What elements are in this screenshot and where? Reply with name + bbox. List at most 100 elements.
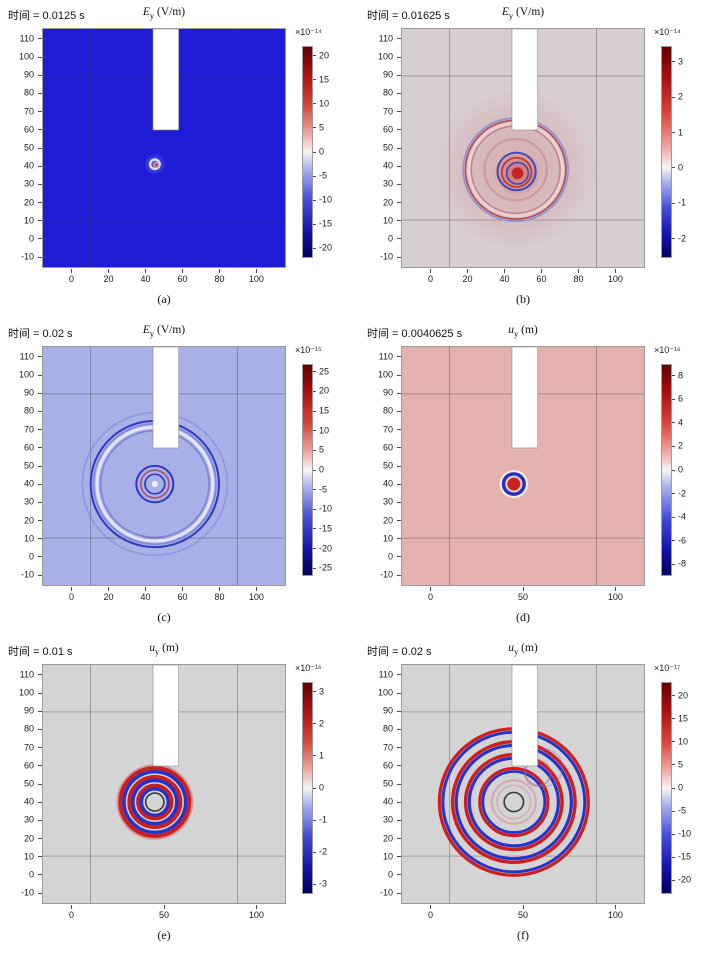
colorbar-tick-label: 3 xyxy=(678,56,684,67)
y-tick-mark xyxy=(397,483,401,485)
colorbar-tick-mark xyxy=(313,567,316,569)
x-tick-mark xyxy=(108,269,110,273)
slot-geometry xyxy=(152,347,179,449)
field-symbol: u xyxy=(149,642,155,654)
x-tick-mark xyxy=(108,587,110,591)
wave-dot xyxy=(507,477,521,491)
wave-ring xyxy=(503,791,525,813)
y-tick-mark xyxy=(38,356,42,358)
x-tick-mark xyxy=(181,587,183,591)
panel-caption: (c) xyxy=(157,610,171,624)
panel-caption: (d) xyxy=(516,610,530,624)
colorbar-tick-label: 20 xyxy=(319,385,330,396)
x-tick-label: 50 xyxy=(517,910,529,920)
y-tick-mark xyxy=(397,220,401,222)
wave-ring xyxy=(505,161,530,185)
y-tick-mark xyxy=(38,783,42,785)
colorbar-tick-label: 20 xyxy=(319,50,330,61)
x-tick-mark xyxy=(522,587,524,591)
colorbar-tick-label: 15 xyxy=(678,713,689,724)
x-tick-label: 60 xyxy=(536,274,547,284)
time-label: 时间 = 0.02 s xyxy=(367,646,432,658)
y-tick-mark xyxy=(397,238,401,240)
colorbar-tick-mark xyxy=(672,61,675,63)
y-tick-label: 0 xyxy=(28,233,34,244)
colorbar-tick-label: 0 xyxy=(319,782,325,793)
y-tick-mark xyxy=(397,256,401,258)
y-tick-label: 40 xyxy=(382,160,393,171)
y-tick-mark xyxy=(38,183,42,185)
colorbar-tick-label: 0 xyxy=(678,464,684,475)
y-tick-label: 0 xyxy=(28,551,34,562)
heatmap-svg-d xyxy=(402,347,644,585)
y-tick-mark xyxy=(397,783,401,785)
x-tick-label: 40 xyxy=(140,592,151,602)
y-tick-label: 30 xyxy=(382,496,393,507)
y-tick-mark xyxy=(38,165,42,167)
y-tick-mark xyxy=(38,74,42,76)
x-tick-mark xyxy=(181,269,183,273)
x-tick-mark xyxy=(614,905,616,909)
y-tick-label: 110 xyxy=(19,33,34,44)
y-tick-label: 110 xyxy=(19,669,34,680)
x-tick-mark xyxy=(614,587,616,591)
y-tick-label: 50 xyxy=(382,460,393,471)
y-tick-mark xyxy=(38,538,42,540)
time-label: 时间 = 0.01625 s xyxy=(367,10,450,22)
y-tick-mark xyxy=(397,692,401,694)
y-tick-mark xyxy=(397,838,401,840)
y-tick-mark xyxy=(38,447,42,449)
x-tick-label: 100 xyxy=(607,592,623,602)
y-tick-mark xyxy=(397,74,401,76)
x-tick-label: 0 xyxy=(428,592,434,602)
field-subscript: y xyxy=(149,328,155,339)
y-tick-mark xyxy=(38,520,42,522)
plot-area-b xyxy=(401,28,645,268)
y-tick-label: 60 xyxy=(382,760,393,771)
colorbar-exponent: ×10⁻¹⁵ xyxy=(295,345,322,355)
y-tick-label: 20 xyxy=(23,515,34,526)
colorbar-tick-mark xyxy=(672,493,675,495)
colorbar-tick-mark xyxy=(313,851,316,853)
y-tick-label: -10 xyxy=(379,251,393,262)
colorbar-tick-mark xyxy=(672,856,675,858)
field-label: uy (m) xyxy=(42,642,286,656)
colorbar-tick-label: 10 xyxy=(319,98,330,109)
y-tick-mark xyxy=(38,147,42,149)
y-tick-mark xyxy=(38,92,42,94)
field-label: Ey (V/m) xyxy=(42,324,286,338)
y-tick-label: 90 xyxy=(23,705,34,716)
wave-ring xyxy=(496,784,532,820)
y-tick-label: -10 xyxy=(379,569,393,580)
field-unit: (m) xyxy=(518,642,538,654)
y-tick-mark xyxy=(38,801,42,803)
y-tick-label: 30 xyxy=(23,178,34,189)
field-unit: (V/m) xyxy=(154,324,186,336)
colorbar-tick-label: -2 xyxy=(319,846,328,857)
y-tick-label: 0 xyxy=(387,233,393,244)
x-tick-mark xyxy=(218,269,220,273)
colorbar-tick-mark xyxy=(672,695,675,697)
y-tick-mark xyxy=(38,238,42,240)
y-tick-label: 70 xyxy=(23,424,34,435)
x-tick-mark xyxy=(71,269,73,273)
colorbar-tick-label: 15 xyxy=(319,405,330,416)
field-symbol: E xyxy=(501,6,509,18)
colorbar-tick-mark xyxy=(672,96,675,98)
y-tick-label: 60 xyxy=(382,442,393,453)
y-tick-mark xyxy=(397,410,401,412)
y-tick-label: 70 xyxy=(382,424,393,435)
wave-ring xyxy=(499,469,529,499)
colorbar-tick-mark xyxy=(313,127,316,129)
wave-ring xyxy=(501,472,526,496)
colorbar-tick-mark xyxy=(313,151,316,153)
y-tick-label: 20 xyxy=(382,197,393,208)
panel-d: 时间 = 0.0040625 s uy (m) 110 100 90 80 70 60 50 40… xyxy=(359,318,718,636)
x-tick-mark xyxy=(145,587,146,591)
heatmap-svg-b xyxy=(402,29,644,267)
colorbar-tick-label: 3 xyxy=(319,686,325,697)
colorbar-tick-label: -20 xyxy=(319,242,333,253)
y-tick-mark xyxy=(397,728,401,730)
colorbar xyxy=(302,364,313,576)
